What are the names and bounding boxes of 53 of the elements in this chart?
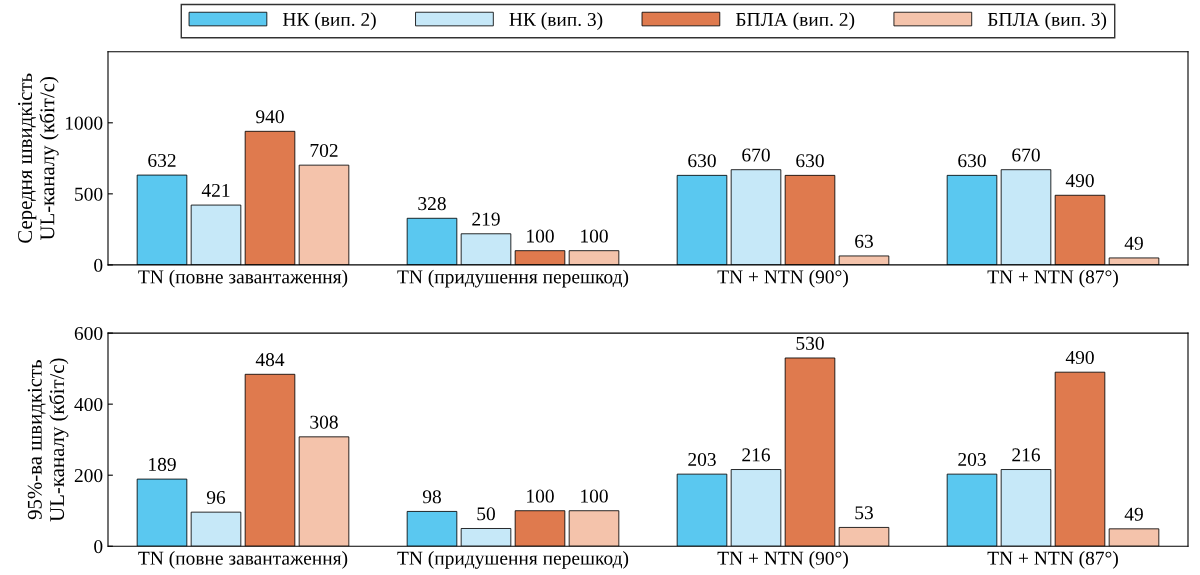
x-tick-label: TN (повне завантаження)	[138, 269, 348, 288]
y-tick-label: 600	[74, 326, 103, 341]
data-label: 50	[477, 507, 495, 521]
y-tick-label: 0	[94, 258, 103, 272]
data-label: 203	[958, 452, 986, 467]
data-label: 100	[581, 229, 608, 243]
y-tick-label: 500	[75, 187, 103, 201]
legend-label: БПЛА (вип. 3)	[987, 12, 1107, 30]
data-label: 100	[581, 489, 608, 503]
y-axis-title: 95%-ва швидкість UL-каналу (кбіт/с)	[27, 358, 69, 522]
y-tick-label: 0	[94, 540, 103, 554]
y-tick-label: 200	[74, 469, 103, 483]
data-label: 484	[255, 353, 285, 367]
x-tick-label: TN + NTN (87°)	[987, 269, 1118, 288]
y-tick-label: 400	[74, 397, 103, 412]
data-label: 49	[1124, 507, 1143, 521]
data-label: 530	[796, 336, 824, 350]
data-label: 53	[855, 506, 873, 520]
data-label: 63	[855, 234, 873, 248]
legend-label: НК (вип. 2)	[282, 12, 376, 30]
y-axis-title: Середня швидкість UL-каналу (кбіт/с)	[18, 73, 59, 243]
x-tick-label: TN + NTN (90°)	[717, 269, 848, 288]
x-tick-label: TN (придушення перешкод)	[397, 269, 629, 288]
data-label: 49	[1124, 236, 1143, 250]
data-label: 630	[958, 154, 986, 168]
data-label: 328	[418, 197, 446, 211]
data-label: 100	[527, 489, 554, 503]
data-label: 189	[149, 457, 176, 471]
data-label: 203	[688, 452, 716, 467]
data-label: 630	[688, 154, 716, 168]
data-label: 421	[201, 183, 230, 197]
data-label: 219	[472, 212, 500, 226]
data-label: 702	[310, 143, 338, 158]
data-label: 308	[310, 415, 338, 429]
legend-label: БПЛА (вип. 2)	[735, 12, 855, 30]
data-label: 100	[527, 229, 554, 243]
data-label: 216	[742, 448, 770, 462]
x-tick-label: TN (придушення перешкод)	[397, 551, 629, 569]
x-tick-label: TN (повне завантаження)	[138, 551, 348, 569]
data-label: 98	[422, 490, 441, 504]
x-tick-label: TN + NTN (90°)	[717, 551, 848, 569]
data-label: 670	[1012, 148, 1040, 162]
data-label: 940	[256, 110, 284, 124]
legend-label: НК (вип. 3)	[509, 12, 603, 30]
data-label: 490	[1065, 174, 1094, 188]
x-tick-label: TN + NTN (87°)	[987, 551, 1118, 569]
data-label: 216	[1012, 448, 1040, 462]
data-label: 96	[206, 490, 226, 505]
y-tick-label: 1000	[65, 116, 103, 130]
data-label: 670	[742, 148, 770, 162]
data-label: 632	[148, 153, 176, 167]
data-label: 630	[796, 154, 824, 168]
data-label: 490	[1065, 350, 1094, 365]
